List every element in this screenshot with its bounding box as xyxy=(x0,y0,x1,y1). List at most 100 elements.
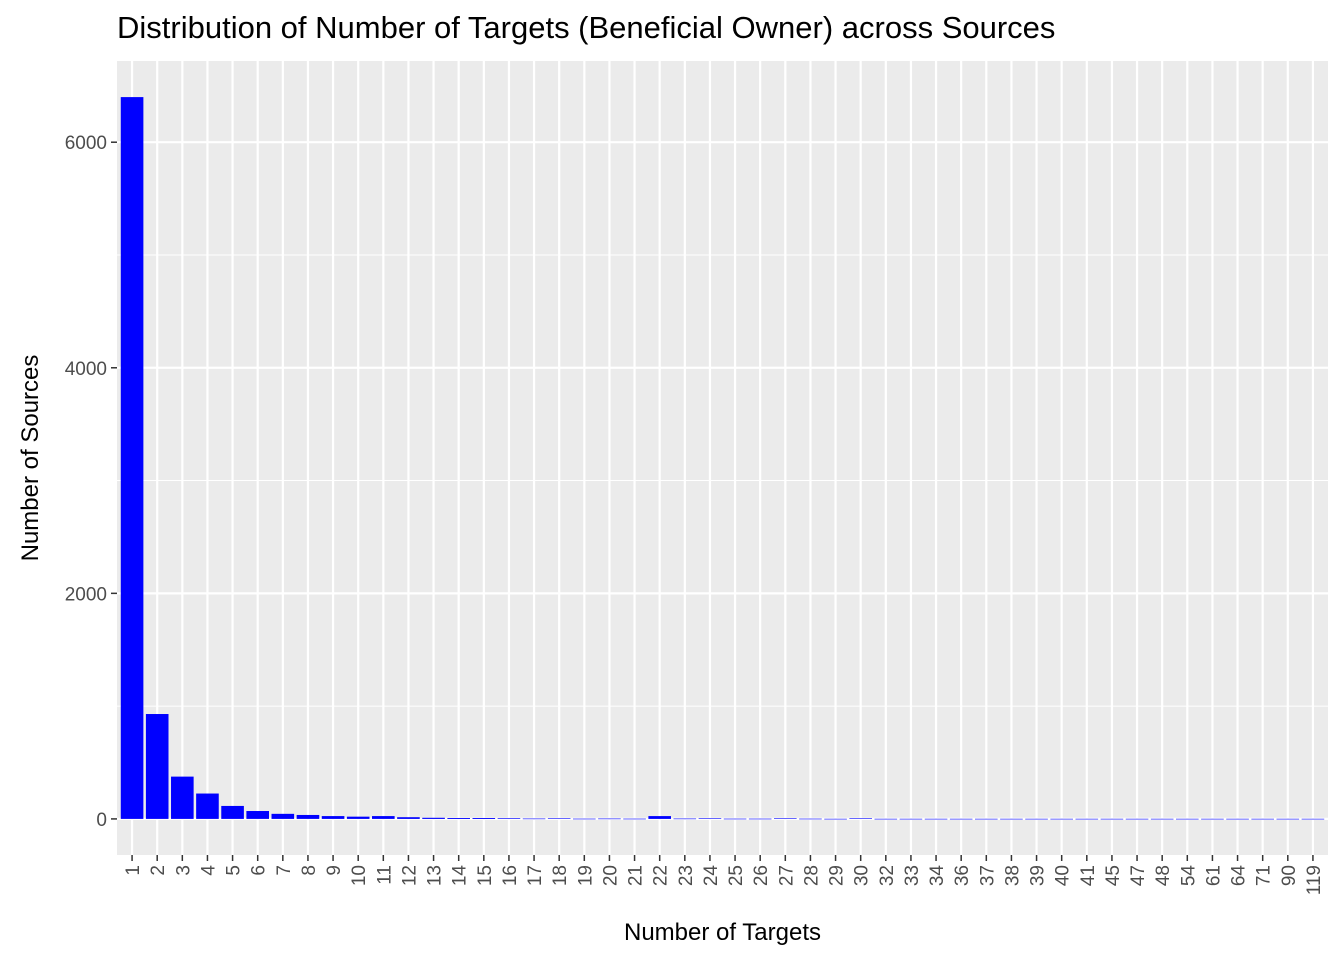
x-tick-label: 6 xyxy=(249,865,270,876)
bar xyxy=(296,814,320,819)
bar xyxy=(949,818,973,820)
bar xyxy=(372,816,395,819)
x-tick-label: 40 xyxy=(1053,865,1074,886)
bar xyxy=(547,818,571,819)
bar xyxy=(975,818,998,820)
x-tick-label: 45 xyxy=(1103,865,1124,886)
x-tick-label: 20 xyxy=(600,865,621,886)
bar xyxy=(1201,818,1224,820)
x-tick-label: 26 xyxy=(751,865,772,886)
bar xyxy=(1025,818,1048,820)
bar xyxy=(573,818,596,820)
x-axis-title: Number of Targets xyxy=(624,919,821,946)
bar xyxy=(673,818,697,820)
x-tick-label: 13 xyxy=(425,865,446,886)
x-tick-label: 41 xyxy=(1078,865,1099,886)
bar xyxy=(171,776,194,819)
bar xyxy=(598,818,621,820)
bar xyxy=(522,818,546,820)
bar xyxy=(1050,818,1073,820)
x-tick-label: 1 xyxy=(123,865,144,876)
bar xyxy=(824,818,847,820)
x-tick-label: 48 xyxy=(1153,865,1174,886)
x-tick-label: 15 xyxy=(475,865,496,886)
x-tick-label: 24 xyxy=(701,865,722,887)
x-tick-label: 90 xyxy=(1279,865,1300,886)
bar xyxy=(346,816,370,819)
x-tick-label: 37 xyxy=(977,865,998,886)
x-tick-label: 14 xyxy=(450,865,471,887)
bar xyxy=(246,811,270,819)
x-tick-label: 4 xyxy=(198,865,219,876)
bar xyxy=(1226,818,1249,820)
bar xyxy=(1075,818,1099,820)
x-axis: 1 2 3 4 5 6 7 8 9 10 11 12 13 14 15 16 17 18 19 20 21 22 23 24 2… xyxy=(123,855,1325,895)
bar xyxy=(1301,818,1325,820)
bar xyxy=(1100,818,1124,820)
bar xyxy=(748,818,772,820)
x-tick-label: 23 xyxy=(676,865,697,886)
bar xyxy=(1125,818,1149,820)
bar xyxy=(1150,818,1174,820)
bar xyxy=(497,818,521,819)
x-tick-label: 54 xyxy=(1178,865,1199,887)
x-tick-label: 61 xyxy=(1203,865,1224,886)
bar xyxy=(120,97,144,819)
x-tick-label: 5 xyxy=(224,865,245,876)
x-tick-label: 33 xyxy=(902,865,923,886)
bar xyxy=(196,793,219,819)
x-tick-label: 30 xyxy=(852,865,873,886)
bar xyxy=(397,817,420,819)
y-axis-title: Number of Sources xyxy=(17,355,44,562)
y-tick-label: 6000 xyxy=(65,133,107,154)
x-tick-label: 47 xyxy=(1128,865,1149,886)
x-tick-label: 34 xyxy=(927,865,948,887)
bar xyxy=(849,818,872,819)
bar xyxy=(447,818,470,819)
bar xyxy=(723,818,747,820)
x-tick-label: 36 xyxy=(952,865,973,886)
bar xyxy=(698,818,722,819)
x-tick-label: 39 xyxy=(1028,865,1049,886)
bar xyxy=(623,818,646,820)
x-tick-label: 8 xyxy=(299,865,320,876)
x-tick-label: 25 xyxy=(726,865,747,886)
bar xyxy=(874,818,898,820)
bar xyxy=(422,817,445,819)
bar xyxy=(1276,818,1300,820)
x-tick-label: 2 xyxy=(148,865,169,876)
bar xyxy=(145,714,169,819)
y-tick-label: 4000 xyxy=(65,359,107,380)
bar xyxy=(899,818,923,820)
x-tick-label: 16 xyxy=(500,865,521,886)
x-tick-label: 12 xyxy=(399,865,420,886)
bar xyxy=(1000,818,1023,820)
x-tick-label: 11 xyxy=(374,865,395,885)
x-tick-label: 38 xyxy=(1002,865,1023,886)
y-axis: 0 2000 4000 6000 xyxy=(65,133,117,831)
bars xyxy=(120,97,1325,820)
x-tick-label: 64 xyxy=(1229,865,1250,887)
bar xyxy=(648,816,671,819)
bar xyxy=(924,818,948,820)
plot-panel xyxy=(117,61,1328,855)
y-tick-label: 0 xyxy=(96,810,107,831)
x-tick-label: 21 xyxy=(626,865,647,886)
x-tick-label: 28 xyxy=(801,865,822,886)
bar xyxy=(799,818,822,820)
bar xyxy=(1175,818,1199,820)
bar xyxy=(1251,818,1274,820)
bar xyxy=(221,805,244,819)
bar xyxy=(321,816,345,819)
x-tick-label: 22 xyxy=(651,865,672,886)
chart-title: Distribution of Number of Targets (Benef… xyxy=(117,10,1056,45)
x-tick-label: 119 xyxy=(1304,865,1325,895)
x-tick-label: 71 xyxy=(1254,865,1275,886)
x-tick-label: 18 xyxy=(550,865,571,886)
x-tick-label: 7 xyxy=(274,865,295,876)
x-tick-label: 19 xyxy=(575,865,596,886)
x-tick-label: 27 xyxy=(776,865,797,886)
x-tick-label: 17 xyxy=(525,865,546,886)
x-tick-label: 32 xyxy=(877,865,898,886)
